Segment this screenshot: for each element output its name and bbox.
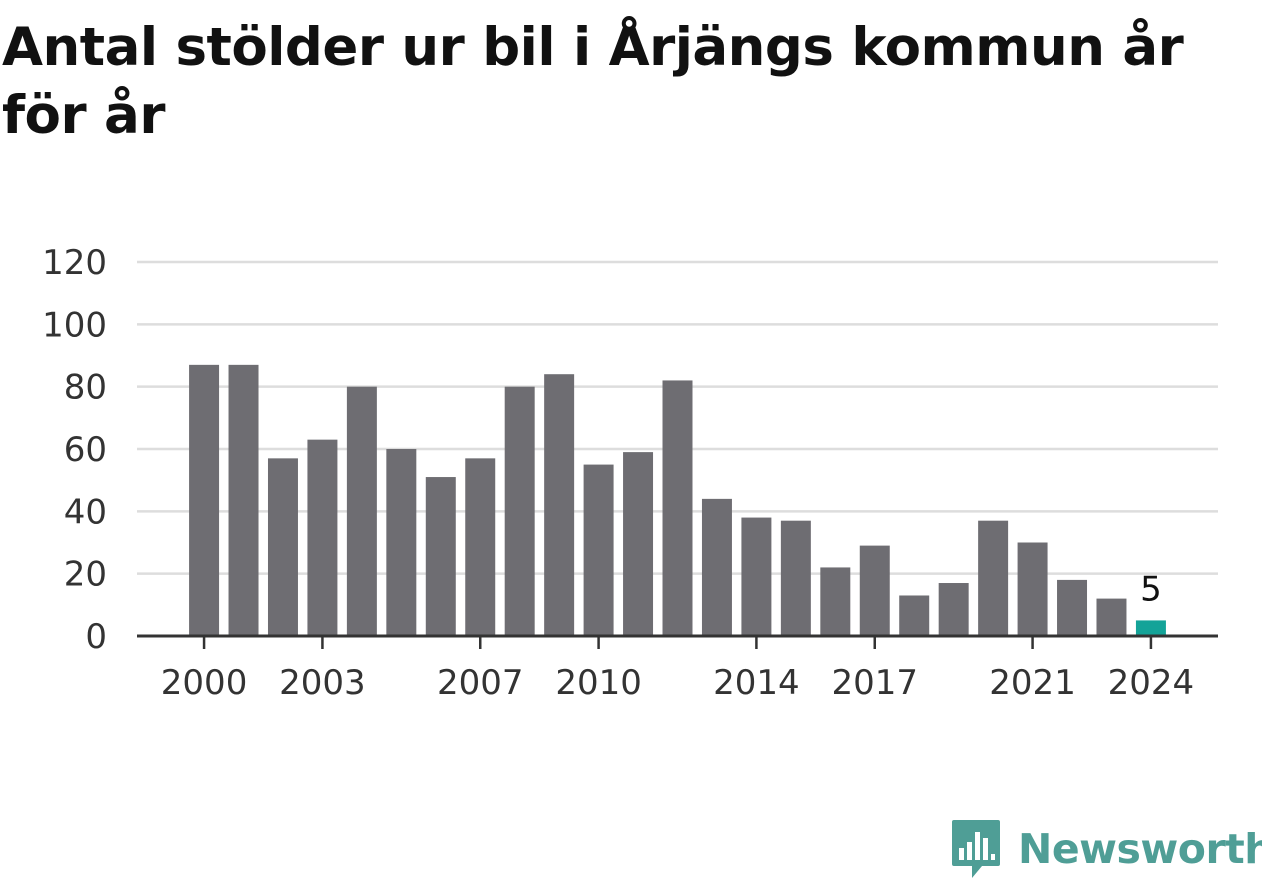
brand-footer: Newsworthy (950, 818, 1262, 880)
bar (583, 464, 614, 636)
brand-name: Newsworthy (1018, 825, 1262, 873)
bar (1135, 620, 1166, 636)
y-tick-label: 100 (42, 305, 107, 345)
bar (386, 449, 417, 636)
y-axis: 0 20 40 60 80 100 120 (42, 243, 107, 657)
bar (623, 452, 654, 636)
bar (267, 458, 298, 636)
bar (662, 380, 693, 636)
x-axis: 2000 2003 2007 2010 2014 2017 2021 2024 (137, 634, 1218, 703)
bar (899, 595, 930, 636)
bar (1057, 579, 1088, 636)
data-label: 5 (1140, 569, 1162, 609)
y-tick-label: 80 (64, 368, 107, 408)
y-tick-label: 40 (64, 492, 107, 532)
bar (544, 374, 575, 636)
bar (228, 364, 259, 636)
bar (780, 520, 811, 636)
y-tick-label: 0 (85, 617, 107, 657)
x-tick-label: 2014 (713, 663, 800, 703)
bars (189, 364, 1166, 636)
x-tick-label: 2024 (1108, 663, 1195, 703)
bar (701, 498, 732, 636)
y-tick-label: 20 (64, 555, 107, 595)
bar (425, 477, 456, 636)
bar (1017, 542, 1048, 636)
x-tick-label: 2010 (555, 663, 642, 703)
bar (346, 386, 377, 636)
bar (859, 545, 890, 636)
x-tick-label: 2003 (279, 663, 366, 703)
bar (741, 517, 772, 636)
bar (189, 364, 220, 636)
x-tick-label: 2007 (437, 663, 524, 703)
bar (1096, 598, 1127, 636)
newsworthy-logo-icon (952, 820, 1000, 878)
bar (938, 583, 969, 636)
y-tick-label: 60 (64, 430, 107, 470)
bar (504, 386, 535, 636)
x-tick-label: 2017 (831, 663, 918, 703)
bar (820, 567, 851, 636)
x-tick-label: 2000 (161, 663, 248, 703)
bar (307, 439, 338, 636)
bar (465, 458, 496, 636)
data-labels: 5 (1140, 569, 1162, 609)
bar (978, 520, 1009, 636)
y-tick-label: 120 (42, 243, 107, 283)
chart-title: Antal stölder ur bil i Årjängs kommun år… (2, 17, 1184, 146)
x-tick-label: 2021 (989, 663, 1076, 703)
